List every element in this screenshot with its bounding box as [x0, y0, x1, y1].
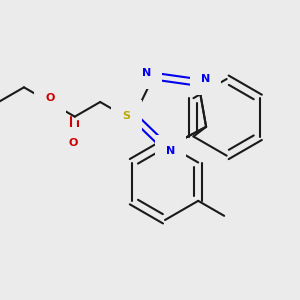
Text: N: N — [166, 146, 175, 156]
Text: N: N — [142, 68, 151, 78]
Text: O: O — [45, 93, 54, 103]
Text: N: N — [201, 74, 210, 84]
Text: O: O — [68, 138, 78, 148]
Text: S: S — [123, 111, 130, 121]
